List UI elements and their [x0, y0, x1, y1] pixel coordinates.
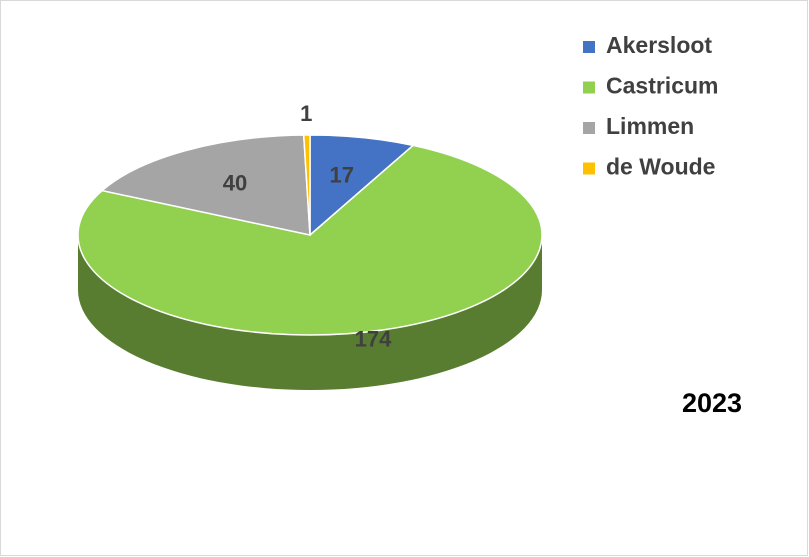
- legend-swatch: [583, 81, 595, 94]
- legend-label: Akersloot: [606, 32, 712, 58]
- legend-label: Limmen: [606, 113, 694, 139]
- data-label: 1: [300, 101, 312, 126]
- legend-label: de Woude: [606, 154, 715, 180]
- pie-slice: [302, 134, 311, 236]
- pie-slice: [309, 134, 415, 237]
- legend-label: Castricum: [606, 73, 718, 99]
- pie-slice: [77, 144, 543, 336]
- data-label: 17: [330, 162, 354, 187]
- legend-swatch: [583, 41, 595, 53]
- chart-title: 2023: [682, 388, 742, 418]
- legend-swatch: [583, 162, 595, 175]
- pie-side: [78, 235, 542, 390]
- legend-swatch: [583, 122, 595, 134]
- data-label: 40: [223, 170, 247, 195]
- data-label: 174: [355, 326, 392, 351]
- pie-slice: [100, 134, 311, 236]
